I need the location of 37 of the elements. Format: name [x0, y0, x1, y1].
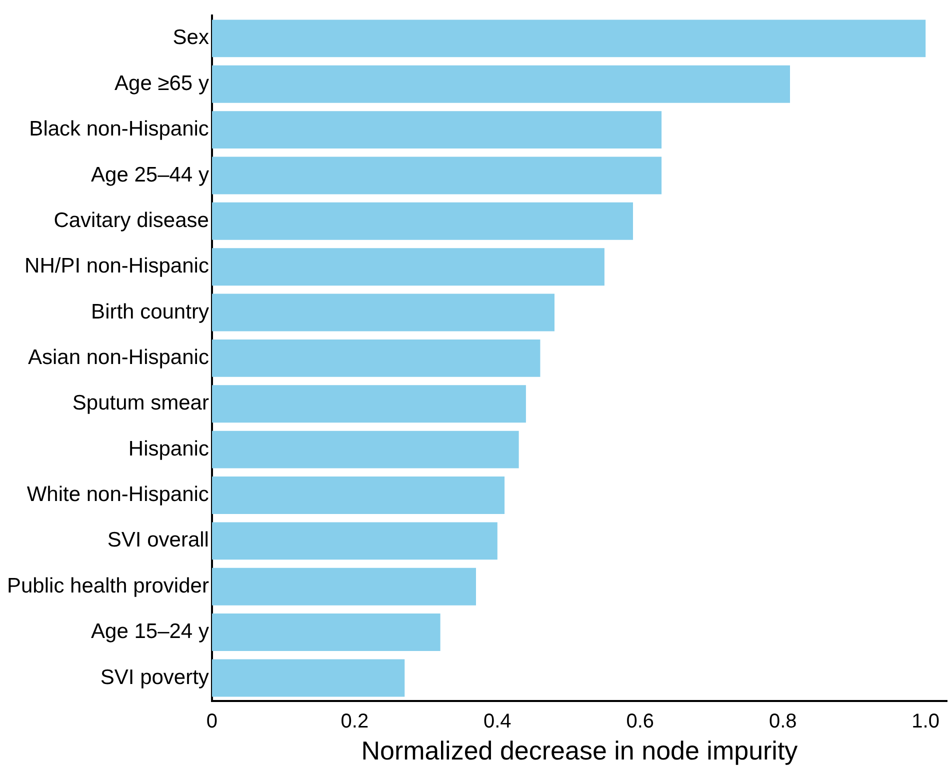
bar: [212, 20, 926, 58]
bar: [212, 385, 526, 423]
y-tick-label: Age 15–24 y: [91, 620, 210, 644]
bar: [212, 294, 554, 332]
y-tick-label: SVI overall: [107, 528, 209, 552]
y-tick-label: Asian non-Hispanic: [28, 346, 209, 369]
x-axis-title: Normalized decrease in node impurity: [361, 736, 798, 766]
x-tick-label: 0.8: [768, 710, 797, 732]
y-tick-label: Birth country: [91, 300, 210, 324]
y-tick-label: Sex: [172, 26, 210, 50]
bar: [212, 568, 476, 606]
y-tick-label: White non-Hispanic: [26, 483, 209, 506]
x-tick-label: 0.4: [484, 710, 512, 732]
y-tick-label: SVI poverty: [100, 666, 210, 689]
bar: [212, 65, 790, 103]
x-tick-label: 0.2: [340, 710, 369, 732]
y-tick-label: Age 25–44 y: [91, 163, 210, 186]
bar: [212, 111, 662, 149]
x-tick-label: 1.0: [912, 710, 940, 732]
bar: [212, 522, 498, 560]
x-tick-label: 0.6: [626, 710, 654, 732]
y-tick-label: Age ≥65 y: [114, 72, 210, 95]
y-tick-label: Sputum smear: [72, 392, 209, 415]
bar: [212, 614, 440, 652]
y-tick-label: Public health provider: [7, 574, 209, 598]
y-tick-label: Black non-Hispanic: [29, 118, 209, 141]
y-tick-label: Cavitary disease: [54, 208, 209, 232]
bar: [212, 659, 405, 697]
bar: [212, 248, 604, 286]
y-tick-label: Hispanic: [128, 437, 209, 460]
bar: [212, 156, 662, 194]
bar: [212, 430, 519, 468]
bar: [212, 339, 540, 377]
x-tick-label: 0: [206, 710, 218, 732]
y-tick-label: NH/PI non-Hispanic: [24, 254, 209, 278]
bar: [212, 476, 505, 514]
bar: [212, 202, 633, 240]
